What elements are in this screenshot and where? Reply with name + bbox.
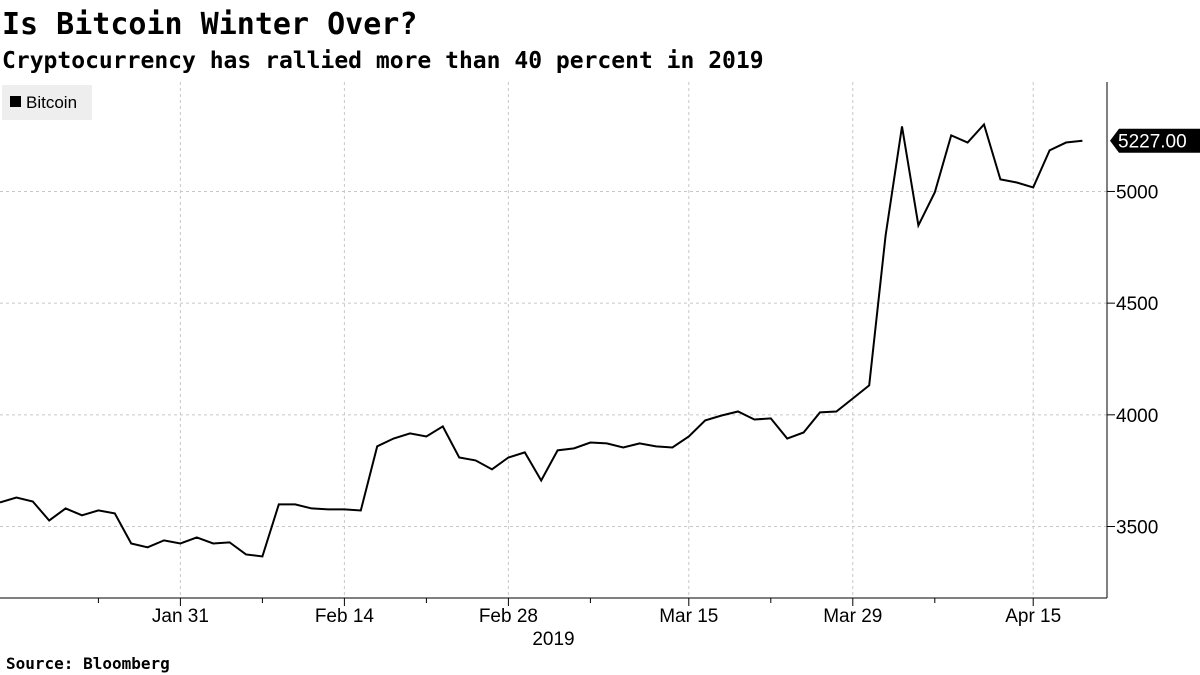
y-tick-label: 3500 [1116, 518, 1158, 539]
last-value-label: 5227.00 [1118, 132, 1187, 153]
x-tick-label: Feb 14 [315, 606, 375, 627]
chart-subtitle: Cryptocurrency has rallied more than 40 … [2, 48, 764, 74]
y-tick-label: 4000 [1116, 406, 1158, 427]
line [0, 122, 1083, 558]
legend-swatch [10, 96, 21, 107]
x-tick-label: Mar 29 [823, 606, 882, 627]
source: Source: Bloomberg [6, 654, 170, 673]
x-tick-label: Apr 15 [1005, 606, 1061, 627]
y-tick-label: 5000 [1116, 182, 1158, 203]
x-tick-label: Mar 15 [659, 606, 718, 627]
last-value-badge [1110, 128, 1200, 153]
x-axis-label: 2019 [532, 629, 574, 650]
x-tick-label: Feb 28 [479, 606, 538, 627]
x-tick-label: Jan 31 [152, 606, 209, 627]
chart-title: Is Bitcoin Winter Over? [2, 7, 417, 42]
legend-label: Bitcoin [26, 93, 77, 112]
y-tick-label: 4500 [1116, 294, 1158, 315]
